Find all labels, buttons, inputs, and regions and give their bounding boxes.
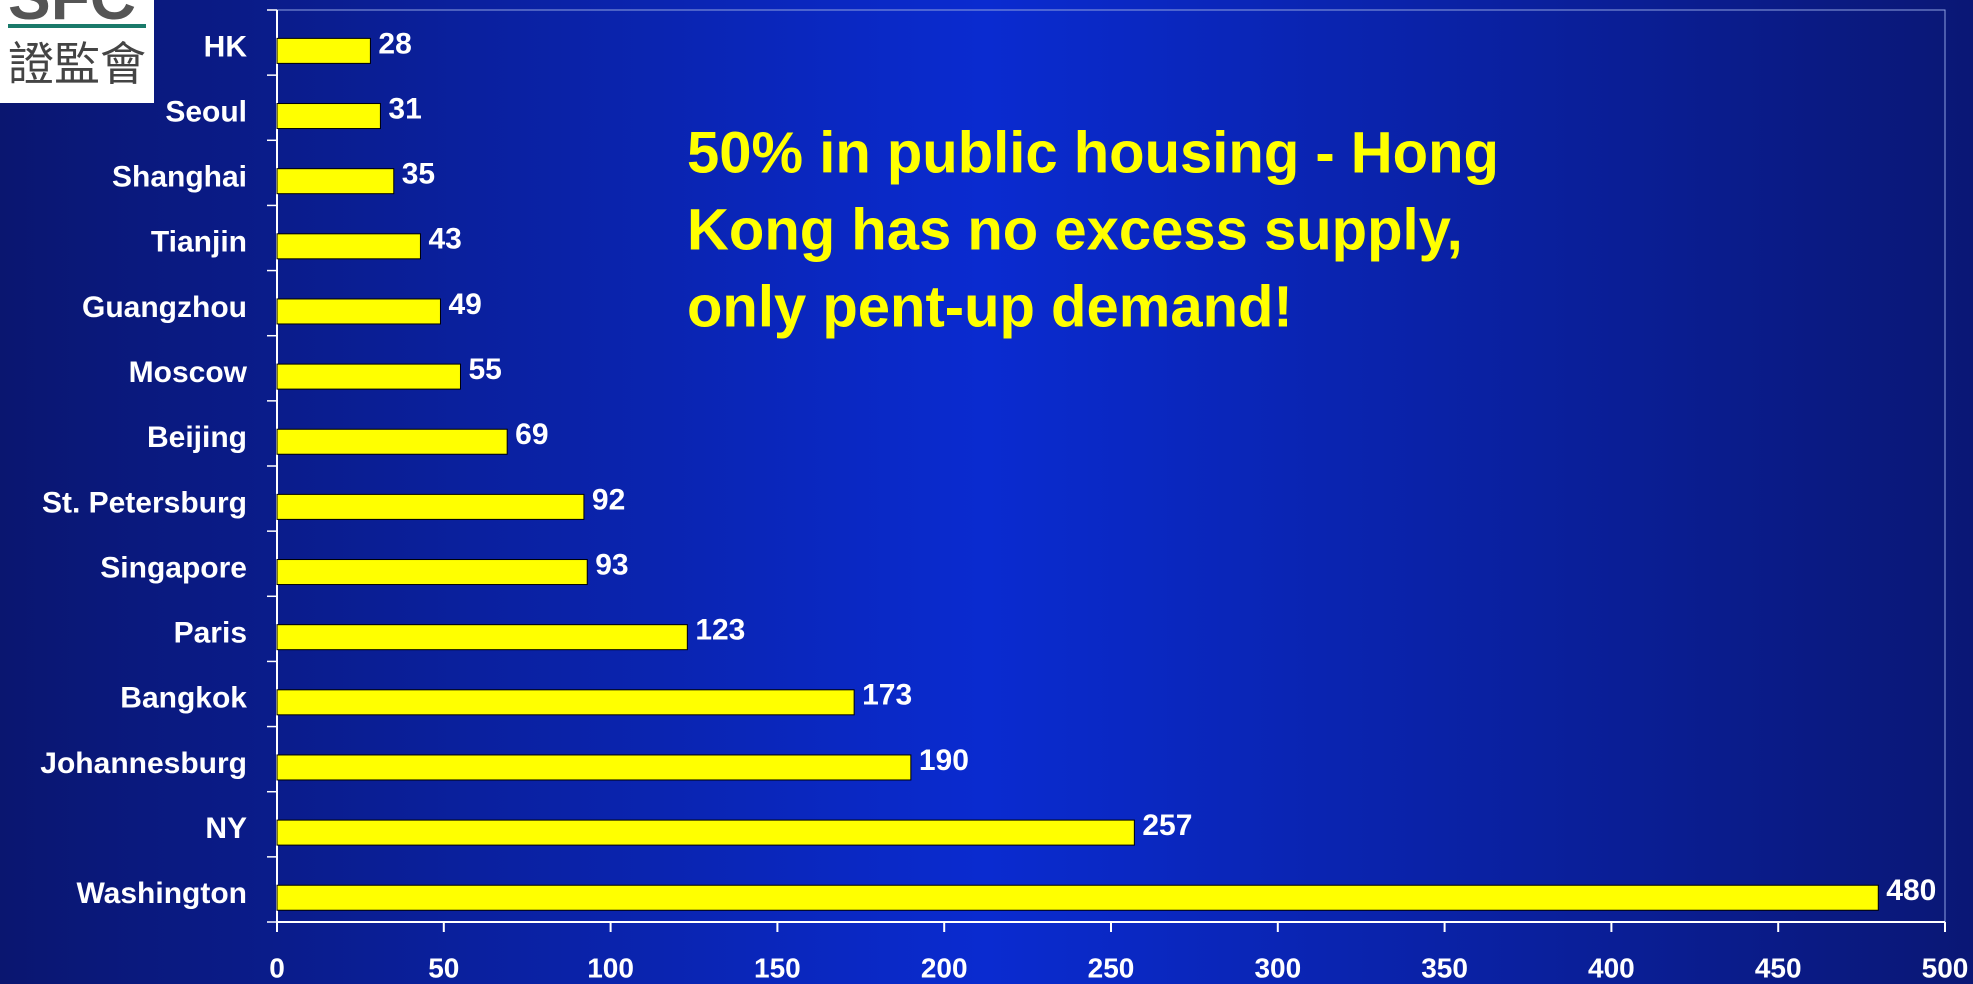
annotation: Kong has no excess supply, bbox=[687, 197, 1463, 262]
y-tick-label: Shanghai bbox=[112, 161, 247, 194]
bar bbox=[276, 168, 395, 195]
y-tick-label: Beijing bbox=[147, 421, 247, 454]
value-label: 55 bbox=[468, 353, 501, 386]
value-label: 49 bbox=[448, 288, 481, 321]
value-label: 69 bbox=[515, 418, 548, 451]
y-tick-label: Bangkok bbox=[120, 682, 247, 715]
bar bbox=[276, 819, 1135, 846]
value-label: 28 bbox=[378, 27, 411, 60]
bar bbox=[276, 689, 855, 716]
y-tick-label: Moscow bbox=[129, 356, 248, 389]
y-tick-label: Tianjin bbox=[151, 226, 247, 259]
bar bbox=[276, 559, 588, 586]
value-label: 92 bbox=[592, 483, 625, 516]
logo-chinese: 證監會 bbox=[8, 38, 146, 90]
x-tick-label: 0 bbox=[269, 952, 285, 983]
annotation: only pent-up demand! bbox=[687, 274, 1293, 339]
logo-box bbox=[0, 0, 154, 103]
x-tick-label: 500 bbox=[1922, 952, 1969, 983]
value-label: 93 bbox=[595, 548, 628, 581]
bar bbox=[276, 493, 585, 520]
x-tick-label: 450 bbox=[1755, 952, 1802, 983]
bar bbox=[276, 428, 508, 455]
logo-line bbox=[8, 24, 146, 28]
value-label: 43 bbox=[428, 223, 461, 256]
bar bbox=[276, 363, 461, 390]
x-tick-label: 250 bbox=[1088, 952, 1135, 983]
y-tick-label: Washington bbox=[76, 877, 247, 910]
y-tick-label: Guangzhou bbox=[82, 291, 247, 324]
x-tick-label: 50 bbox=[428, 952, 459, 983]
y-tick-label: HK bbox=[204, 30, 248, 63]
value-label: 257 bbox=[1142, 809, 1192, 842]
x-tick-label: 400 bbox=[1588, 952, 1635, 983]
value-label: 173 bbox=[862, 679, 912, 712]
y-tick-label: St. Petersburg bbox=[42, 486, 247, 519]
y-tick-label: NY bbox=[205, 812, 247, 845]
value-label: 123 bbox=[695, 614, 745, 647]
y-tick-label: Johannesburg bbox=[40, 747, 247, 780]
value-label: 31 bbox=[388, 92, 421, 125]
annotation: 50% in public housing - Hong bbox=[687, 120, 1499, 185]
logo: SFC 證監會 bbox=[0, 0, 154, 103]
x-tick-label: 350 bbox=[1421, 952, 1468, 983]
x-tick-label: 150 bbox=[754, 952, 801, 983]
bar bbox=[276, 298, 441, 325]
bar bbox=[276, 37, 371, 64]
x-tick-label: 100 bbox=[587, 952, 634, 983]
x-tick-label: 300 bbox=[1254, 952, 1301, 983]
bar bbox=[276, 624, 688, 651]
bar bbox=[276, 754, 912, 781]
bar bbox=[276, 103, 381, 130]
value-label: 480 bbox=[1886, 874, 1936, 907]
bar bbox=[276, 233, 421, 260]
y-tick-label: Paris bbox=[174, 617, 247, 650]
y-tick-label: Singapore bbox=[100, 551, 247, 584]
value-label: 35 bbox=[402, 158, 435, 191]
x-tick-label: 200 bbox=[921, 952, 968, 983]
bar bbox=[276, 884, 1879, 911]
y-tick-label: Seoul bbox=[165, 95, 247, 128]
value-label: 190 bbox=[919, 744, 969, 777]
